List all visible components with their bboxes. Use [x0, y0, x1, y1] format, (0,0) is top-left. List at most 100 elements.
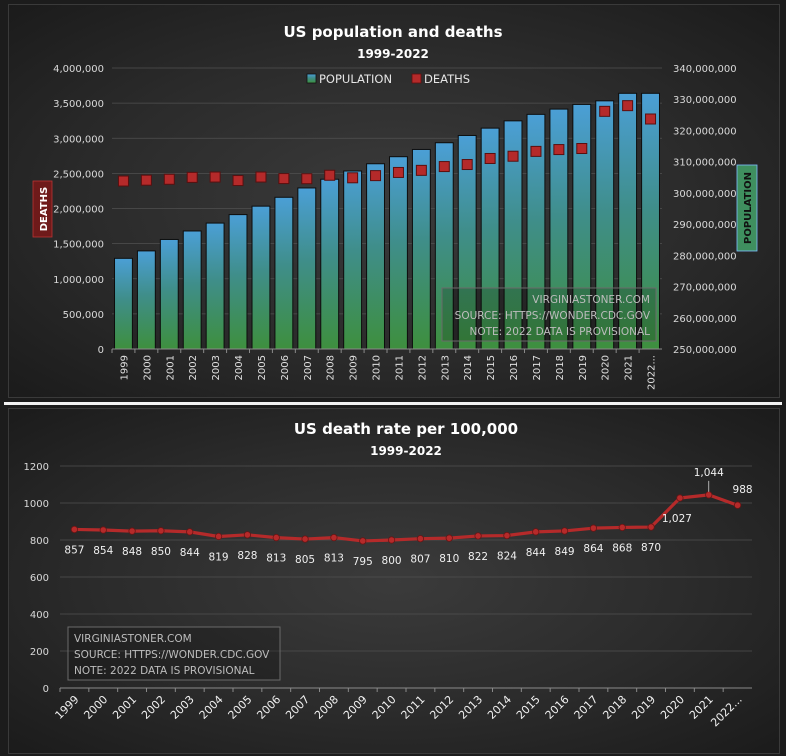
right-y-tick-label: 250,000,000 — [673, 345, 737, 356]
right-y-tick-label: 290,000,000 — [673, 220, 737, 231]
right-y-tick-label: 300,000,000 — [673, 189, 737, 200]
death-rate-point — [560, 527, 569, 535]
chart1-x-tick-label: 2002 — [188, 355, 199, 380]
chart2-subtitle: 1999-2022 — [370, 444, 442, 458]
population-bars — [114, 92, 660, 350]
chart1-title: US population and deaths — [283, 23, 502, 41]
chart2-x-tick-label: 2012 — [427, 693, 456, 722]
death-rate-data-label: 1,044 — [694, 467, 724, 479]
chart2-x-tick-label: 2004 — [197, 693, 226, 722]
chart2-x-tick-label: 2003 — [168, 693, 197, 722]
deaths-marker — [163, 173, 175, 185]
deaths-marker — [507, 150, 519, 162]
death-rate-point — [243, 531, 252, 539]
chart2-x-tick-label: 2013 — [456, 693, 485, 722]
death-rate-data-label: 824 — [497, 551, 517, 563]
deaths-marker — [347, 172, 359, 184]
chart1-source-box: VIRGINIASTONER.COM SOURCE: HTTPS://WONDE… — [441, 287, 657, 342]
chart1-x-tick-label: 2003 — [211, 355, 222, 380]
death-rate-point — [445, 534, 453, 542]
death-rate-data-label: 848 — [122, 546, 142, 558]
death-rate-point — [705, 491, 713, 499]
left-y-tick-label: 2,000,000 — [53, 205, 104, 216]
chart2-x-tick-label: 2020 — [658, 693, 687, 722]
deaths-marker — [530, 145, 542, 157]
population-axis-title: POPULATION — [736, 164, 758, 252]
death-rate-point — [157, 527, 165, 535]
deaths-marker — [622, 100, 634, 112]
death-rate-data-label: 864 — [583, 543, 603, 555]
death-rate-data-label: 813 — [266, 553, 286, 565]
chart2-x-tick-label: 2019 — [629, 693, 658, 722]
chart2-x-tick-label: 2006 — [254, 693, 283, 722]
chart2-x-tick-label: 2022... — [708, 693, 744, 729]
death-rate-data-label: 819 — [209, 551, 229, 563]
left-y-tick-label: 1,500,000 — [53, 240, 104, 251]
chart1-x-tick-label: 2005 — [257, 355, 268, 380]
death-rate-data-label: 807 — [410, 554, 430, 566]
chart1-x-tick-label: 2001 — [165, 355, 176, 380]
chart1-x-tick-label: 2010 — [372, 355, 383, 380]
deaths-marker — [484, 152, 496, 164]
deaths-marker — [599, 105, 611, 117]
deaths-marker — [553, 144, 565, 156]
left-y-tick-label: 500,000 — [63, 310, 104, 321]
chart2-y-tick-label: 200 — [30, 647, 49, 658]
deaths-marker — [576, 143, 588, 155]
chart2-title: US death rate per 100,000 — [294, 420, 518, 438]
left-y-tick-label: 0 — [98, 345, 104, 356]
deaths-axis-title: DEATHS — [32, 180, 53, 238]
death-rate-data-label: 870 — [641, 542, 661, 554]
death-rate-point — [647, 523, 655, 531]
chart2-y-tick-label: 400 — [30, 610, 49, 621]
death-rate-point — [330, 533, 338, 542]
chart2-x-tick-label: 1999 — [53, 693, 82, 722]
death-rate-point — [676, 494, 684, 502]
chart2-source-box: VIRGINIASTONER.COM SOURCE: HTTPS://WONDE… — [67, 626, 281, 681]
right-y-tick-label: 260,000,000 — [673, 314, 737, 325]
chart2-y-axis: 0 200 400 600 800 1000 1200 — [24, 462, 49, 695]
chart1-x-tick-label: 2011 — [394, 355, 405, 380]
death-rate-line — [70, 491, 742, 545]
death-rate-point — [359, 537, 367, 545]
death-rate-series-line — [74, 493, 739, 543]
legend-deaths-swatch — [411, 73, 422, 84]
panel-divider — [4, 402, 782, 405]
chart1-left-axis: 0 500,000 1,000,000 1,500,000 2,000,000 2,500… — [53, 64, 104, 356]
death-rate-data-label: 810 — [439, 553, 459, 565]
death-rate-data-label: 800 — [382, 555, 402, 567]
chart1-x-tick-label: 2007 — [303, 355, 314, 380]
chart1-right-axis: 250,000,000 260,000,000 270,000,000 280,000… — [673, 64, 737, 356]
chart1-x-tick-label: 2018 — [555, 355, 566, 380]
right-y-tick-label: 340,000,000 — [673, 64, 737, 75]
death-rate-point — [733, 501, 742, 509]
right-y-tick-label: 320,000,000 — [673, 126, 737, 137]
legend-population-label: POPULATION — [319, 72, 392, 86]
chart2-source-line2: SOURCE: HTTPS://WONDER.CDC.GOV — [74, 649, 270, 661]
chart2-x-axis: 1999 2000 2001 2002 2003 2004 2005 2006 2007 2008… — [53, 687, 752, 729]
right-y-tick-label: 310,000,000 — [673, 158, 737, 169]
death-rate-point — [128, 527, 136, 535]
population-axis-label: POPULATION — [743, 172, 754, 244]
death-rate-data-label: 844 — [180, 547, 200, 559]
chart2-x-tick-label: 2011 — [399, 693, 428, 722]
chart2-x-tick-label: 2015 — [514, 693, 543, 722]
deaths-marker — [117, 175, 129, 187]
death-rate-point — [99, 526, 107, 534]
chart1-x-tick-label: 2006 — [280, 355, 291, 380]
chart2-y-tick-label: 600 — [30, 573, 49, 584]
left-y-tick-label: 3,000,000 — [53, 134, 104, 145]
chart1-grid — [112, 67, 662, 350]
death-rate-point — [416, 535, 425, 543]
right-y-tick-label: 280,000,000 — [673, 251, 737, 262]
chart1-x-tick-label: 2013 — [440, 355, 451, 380]
deaths-marker — [415, 164, 427, 176]
right-y-tick-label: 270,000,000 — [673, 283, 737, 294]
deaths-marker — [209, 171, 221, 183]
chart2-x-tick-label: 2007 — [283, 693, 312, 722]
death-rate-data-label: 857 — [64, 544, 84, 556]
chart1-x-tick-label: 2019 — [578, 355, 589, 380]
deaths-marker — [255, 171, 267, 183]
chart1-x-tick-label: 2022... — [647, 355, 658, 390]
deaths-marker — [438, 161, 450, 173]
